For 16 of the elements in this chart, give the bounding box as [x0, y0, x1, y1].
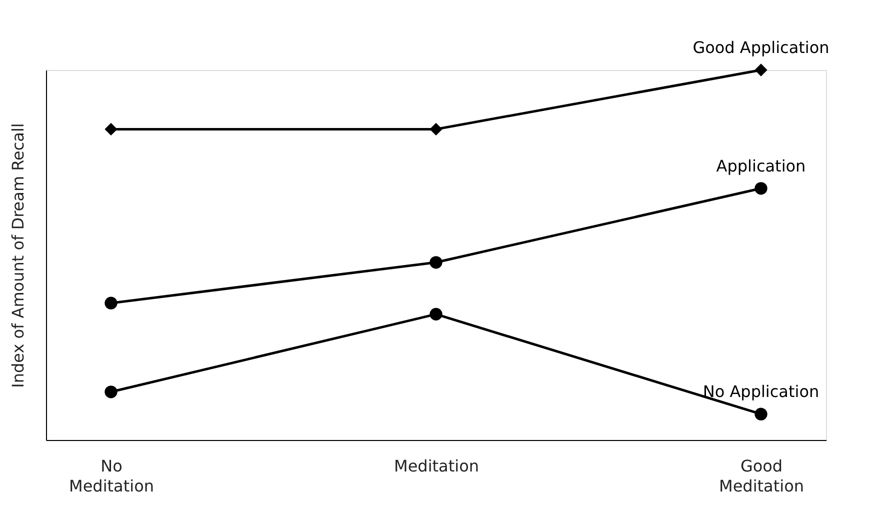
point — [430, 122, 442, 136]
point — [430, 256, 442, 269]
series-label: No Application — [702, 382, 820, 402]
point — [754, 408, 768, 420]
point — [104, 296, 118, 310]
point — [104, 122, 118, 136]
series-label: Good Application — [692, 38, 830, 57]
point — [754, 182, 768, 195]
x-tick-label: Meditation — [394, 456, 479, 476]
x-tick-label: No Meditation — [69, 456, 154, 496]
y-axis-title: Index of Amount of Dream Recall — [8, 123, 28, 388]
point — [430, 308, 442, 321]
point — [754, 64, 768, 76]
series-label: Application — [716, 156, 806, 176]
point — [104, 386, 118, 398]
x-tick-label: Good Meditation — [719, 456, 804, 496]
